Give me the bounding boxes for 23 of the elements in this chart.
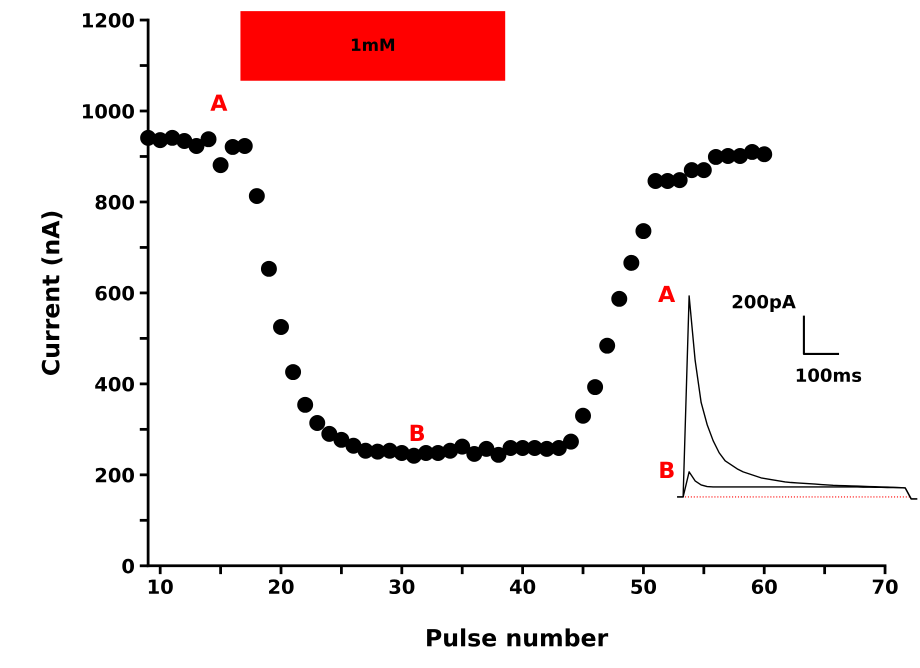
band-label: 1mM xyxy=(352,38,394,51)
y-axis-title: Current (nA) xyxy=(41,212,62,375)
x-tick-label: 30 xyxy=(390,579,414,594)
y-tick-label: 0 xyxy=(122,558,134,574)
x-tick-label: 20 xyxy=(269,579,294,594)
x-tick-label: 50 xyxy=(631,579,656,594)
x-tick-label: 40 xyxy=(510,579,536,594)
series-label: A xyxy=(658,286,676,302)
y-tick-label: 400 xyxy=(95,376,134,392)
annotation: B xyxy=(410,424,424,441)
x-axis-title: Pulse number xyxy=(427,628,608,647)
x-tick-label: 70 xyxy=(872,579,898,594)
annotation: A xyxy=(210,94,228,111)
y-tick-label: 600 xyxy=(96,286,134,301)
y-tick-label: 200 xyxy=(96,468,134,482)
annotation: 100ms xyxy=(796,368,862,382)
x-tick-label: 10 xyxy=(148,579,173,594)
y-tick-label: 1200 xyxy=(83,12,134,28)
y-tick-label: 1000 xyxy=(83,104,134,119)
series-label: B xyxy=(660,462,674,478)
x-tick-label: 60 xyxy=(752,579,777,594)
annotation: 200pA xyxy=(732,294,796,312)
y-tick-label: 800 xyxy=(96,194,134,210)
